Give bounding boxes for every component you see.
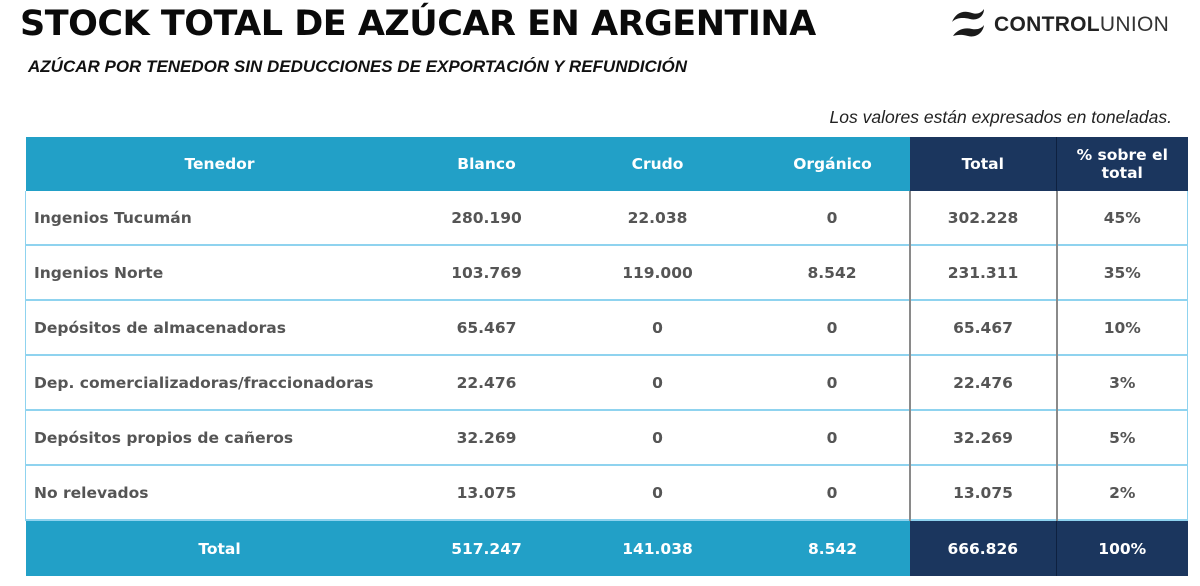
column-header-pct: % sobre el total (1056, 137, 1188, 191)
cell-organico: 0 (755, 409, 910, 465)
cell-pct: 45% (1055, 191, 1188, 245)
cell-total: 22.476 (908, 354, 1057, 410)
cell-blanco: 22.476 (413, 354, 560, 410)
totals-organico: 8.542 (755, 519, 910, 576)
table-row: Ingenios Tucumán 280.190 22.038 0 302.22… (25, 191, 1188, 245)
control-union-wave-icon (950, 8, 986, 42)
cell-crudo: 0 (559, 299, 756, 355)
cell-organico: 0 (755, 354, 910, 410)
cell-total: 13.075 (908, 464, 1057, 520)
column-header-tenedor: Tenedor (25, 137, 414, 191)
logo-word-control: CONTROL (994, 13, 1100, 36)
column-header-organico: Orgánico (755, 137, 910, 191)
totals-row: Total 517.247 141.038 8.542 666.826 100% (25, 519, 1188, 576)
sugar-stock-table: Tenedor Blanco Crudo Orgánico Total % so… (25, 137, 1188, 576)
cell-pct: 3% (1055, 354, 1188, 410)
cell-crudo: 119.000 (559, 244, 756, 300)
table-row: Ingenios Norte 103.769 119.000 8.542 231… (25, 244, 1188, 300)
column-header-total: Total (909, 137, 1057, 191)
totals-blanco: 517.247 (413, 519, 560, 576)
cell-pct: 35% (1055, 244, 1188, 300)
cell-total: 231.311 (908, 244, 1057, 300)
cell-tenedor: Depósitos propios de cañeros (25, 409, 414, 465)
control-union-logo: CONTROLUNION (950, 8, 1169, 42)
cell-total: 32.269 (908, 409, 1057, 465)
cell-blanco: 32.269 (413, 409, 560, 465)
page-subtitle: AZÚCAR POR TENEDOR SIN DEDUCCIONES DE EX… (28, 57, 687, 76)
cell-organico: 0 (755, 299, 910, 355)
cell-blanco: 65.467 (413, 299, 560, 355)
cell-tenedor: Ingenios Tucumán (25, 191, 414, 245)
cell-crudo: 0 (559, 354, 756, 410)
table-row: Depósitos de almacenadoras 65.467 0 0 65… (25, 299, 1188, 355)
totals-pct: 100% (1056, 519, 1188, 576)
totals-total: 666.826 (909, 519, 1057, 576)
cell-pct: 5% (1055, 409, 1188, 465)
totals-label: Total (25, 519, 414, 576)
cell-crudo: 0 (559, 409, 756, 465)
column-header-pct-label: % sobre el total (1076, 146, 1168, 182)
cell-crudo: 0 (559, 464, 756, 520)
table-row: Depósitos propios de cañeros 32.269 0 0 … (25, 409, 1188, 465)
logo-wordmark: CONTROLUNION (994, 13, 1169, 37)
cell-crudo: 22.038 (559, 191, 756, 245)
logo-word-union: UNION (1099, 13, 1170, 36)
cell-tenedor: Ingenios Norte (25, 244, 414, 300)
units-note: Los valores están expresados en tonelada… (829, 107, 1172, 127)
cell-organico: 0 (755, 191, 910, 245)
cell-total: 65.467 (908, 299, 1057, 355)
cell-tenedor: Depósitos de almacenadoras (25, 299, 414, 355)
cell-pct: 10% (1055, 299, 1188, 355)
cell-tenedor: No relevados (25, 464, 414, 520)
cell-total: 302.228 (908, 191, 1057, 245)
cell-tenedor: Dep. comercializadoras/fraccionadoras (25, 354, 414, 410)
cell-blanco: 13.075 (413, 464, 560, 520)
page-title: STOCK TOTAL DE AZÚCAR EN ARGENTINA (20, 4, 816, 44)
cell-organico: 8.542 (755, 244, 910, 300)
cell-blanco: 103.769 (413, 244, 560, 300)
table-header-row: Tenedor Blanco Crudo Orgánico Total % so… (25, 137, 1188, 191)
column-header-blanco: Blanco (413, 137, 560, 191)
totals-crudo: 141.038 (559, 519, 756, 576)
cell-organico: 0 (755, 464, 910, 520)
column-header-crudo: Crudo (559, 137, 756, 191)
table-row: No relevados 13.075 0 0 13.075 2% (25, 464, 1188, 520)
table-row: Dep. comercializadoras/fraccionadoras 22… (25, 354, 1188, 410)
cell-pct: 2% (1055, 464, 1188, 520)
cell-blanco: 280.190 (413, 191, 560, 245)
